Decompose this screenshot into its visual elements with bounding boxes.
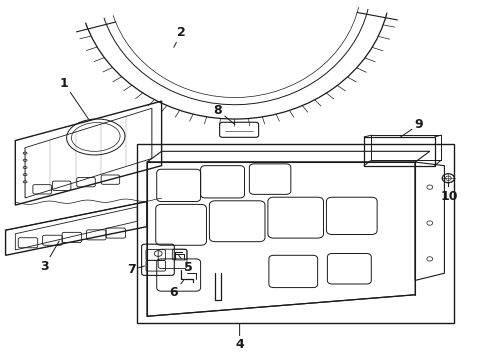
Text: 6: 6 — [169, 280, 183, 300]
Text: 10: 10 — [440, 183, 457, 203]
Text: 3: 3 — [40, 241, 59, 273]
Text: 2: 2 — [173, 27, 185, 47]
Text: 5: 5 — [178, 255, 192, 274]
Text: 8: 8 — [213, 104, 234, 125]
Text: 7: 7 — [127, 263, 144, 276]
Text: 9: 9 — [400, 118, 423, 137]
Text: 4: 4 — [235, 323, 244, 351]
Text: 1: 1 — [60, 77, 88, 119]
